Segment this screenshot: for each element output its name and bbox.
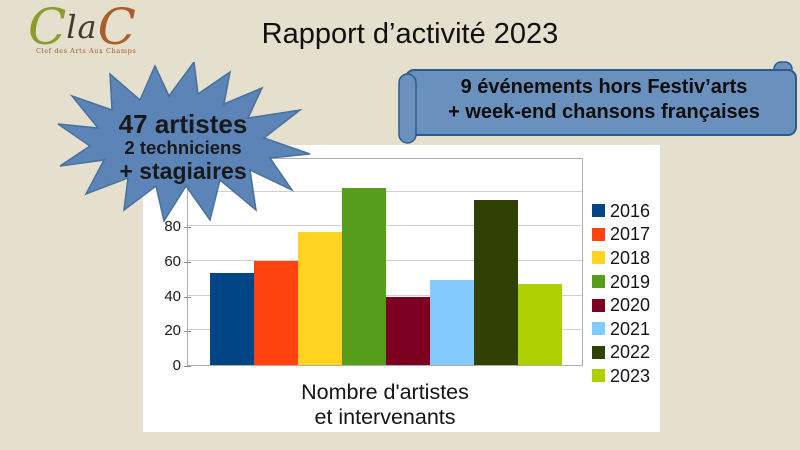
ytick-mark-80: [184, 227, 191, 229]
legend-label-2019: 2019: [610, 271, 651, 292]
banner-line: + week-end chansons françaises: [448, 101, 760, 123]
legend-label-2018: 2018: [610, 247, 651, 268]
starburst-line: + stagiaires: [119, 158, 247, 184]
legend-item-2023: 2023: [592, 364, 650, 388]
legend-swatch-2021: [592, 322, 605, 336]
legend-label-2021: 2021: [610, 318, 651, 339]
logo-text: ClaC: [28, 2, 136, 52]
starburst-line: 2 techniciens: [124, 137, 242, 158]
ytick-mark-0: [184, 366, 191, 367]
bar-2023: [518, 283, 562, 365]
legend-label-2023: 2023: [610, 365, 651, 386]
starburst-line: 47 artistes: [118, 109, 248, 139]
scroll-shape: [398, 61, 797, 144]
legend-label-2016: 2016: [610, 200, 651, 221]
legend-item-2022: 2022: [592, 341, 650, 365]
bar-2019: [342, 188, 386, 365]
ytick-label-60: 60: [164, 253, 181, 270]
slide-title: Rapport d’activité 2023: [261, 18, 559, 50]
starburst-text: 47 artistes 2 techniciens + stagiaires: [52, 110, 314, 184]
banner-text: 9 événements hors Festiv’arts + week-end …: [416, 75, 792, 125]
ytick-mark-60: [184, 262, 191, 263]
bar-2016: [210, 273, 254, 365]
scroll-banner: 9 événements hors Festiv’arts + week-end …: [398, 60, 800, 146]
legend-label-2020: 2020: [610, 295, 651, 316]
axis-title-line: et intervenants: [314, 405, 456, 429]
bar-2017: [254, 261, 298, 365]
chart-legend: 2016 2017 2018 2019 2020 2021 2022 2023: [592, 199, 650, 388]
axis-title-line: Nombre d'artistes: [301, 380, 469, 404]
bar-2018: [298, 231, 342, 365]
legend-swatch-2018: [592, 251, 605, 265]
ytick-mark-20: [184, 331, 191, 333]
banner-line: 9 événements hors Festiv’arts: [460, 76, 748, 98]
ytick-label-20: 20: [164, 322, 181, 340]
ytick-label-80: 80: [164, 218, 181, 236]
legend-item-2020: 2020: [592, 293, 650, 317]
legend-item-2018: 2018: [592, 246, 650, 270]
logo-tagline: Clef des Arts Aux Champs: [36, 47, 137, 55]
legend-swatch-2017: [592, 227, 605, 241]
logo-letter-c2: C: [97, 0, 136, 56]
ytick-label-40: 40: [164, 287, 181, 305]
legend-label-2022: 2022: [610, 342, 651, 363]
logo-letters-la: la: [66, 8, 98, 46]
legend-swatch-2019: [592, 275, 605, 289]
logo-letter-c1: C: [28, 0, 67, 56]
bar-2020: [386, 297, 430, 365]
clac-logo: ClaC Clef des Arts Aux Champs: [28, 2, 158, 55]
legend-item-2016: 2016: [592, 199, 650, 223]
ytick-mark-40: [184, 296, 191, 298]
legend-swatch-2022: [592, 345, 605, 359]
legend-item-2017: 2017: [592, 223, 650, 247]
starburst-polygon: [57, 62, 311, 222]
chart-axis-title: Nombre d'artistes et intervenants: [187, 380, 583, 430]
bar-2021: [430, 280, 474, 365]
legend-swatch-2016: [592, 204, 605, 218]
bar-2022: [474, 200, 518, 365]
legend-swatch-2023: [592, 369, 605, 383]
legend-swatch-2020: [592, 298, 605, 312]
starburst-shape: 47 artistes 2 techniciens + stagiaires: [52, 62, 314, 222]
legend-item-2019: 2019: [592, 270, 650, 294]
legend-item-2021: 2021: [592, 317, 650, 341]
ytick-label-0: 0: [172, 357, 181, 374]
legend-label-2017: 2017: [610, 224, 651, 245]
